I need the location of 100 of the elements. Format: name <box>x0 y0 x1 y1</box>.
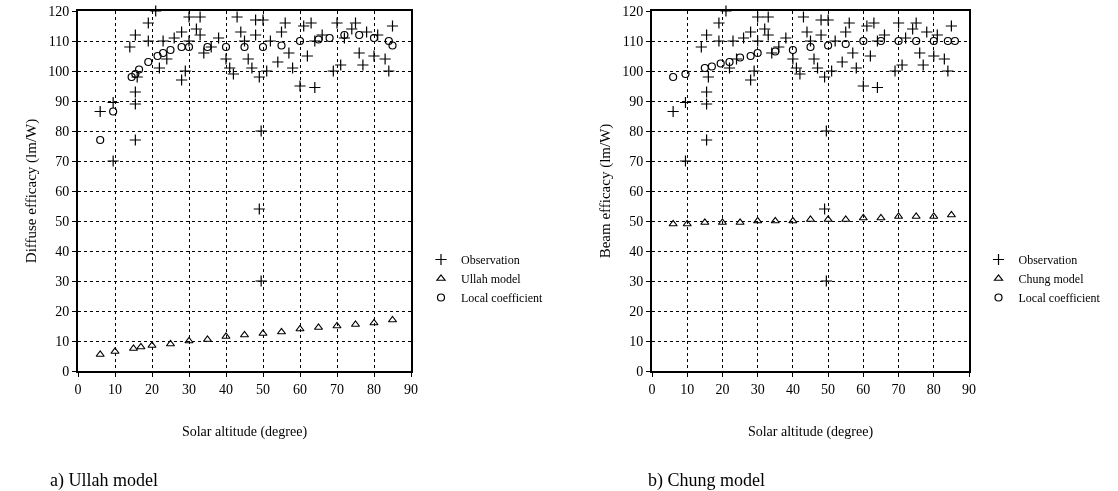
point <box>669 72 678 82</box>
point <box>332 321 342 329</box>
point <box>841 215 851 222</box>
y-tick-label: 30 <box>55 273 70 289</box>
x-tick-label: 30 <box>182 381 196 397</box>
y-tick-label: 20 <box>55 303 70 319</box>
y-tick-label: 90 <box>629 93 644 109</box>
point <box>369 318 379 326</box>
y-tick-label: 80 <box>629 123 644 139</box>
point <box>221 332 231 339</box>
point <box>221 42 231 52</box>
point <box>203 42 212 52</box>
point <box>136 342 146 350</box>
y-tick-label: 10 <box>55 333 70 349</box>
y-tick-label: 60 <box>55 183 70 199</box>
point <box>165 339 176 347</box>
point <box>771 47 780 56</box>
point <box>144 57 153 67</box>
point <box>240 42 249 52</box>
y-tick-label: 10 <box>629 333 644 349</box>
y-tick-label: 50 <box>629 213 644 229</box>
point <box>295 324 305 332</box>
x-tick-label: 50 <box>821 381 836 397</box>
point <box>96 135 105 145</box>
point <box>806 42 815 52</box>
point <box>876 213 886 221</box>
point <box>824 41 833 50</box>
x-axis-title: Solar altitude (degree) <box>747 423 874 440</box>
x-axis-title: Solar altitude (degree) <box>181 423 308 440</box>
point <box>159 48 168 58</box>
point <box>277 41 286 50</box>
point <box>700 63 709 73</box>
x-tick-label: 10 <box>108 381 122 397</box>
x-tick-label: 90 <box>962 381 976 397</box>
y-tick-label: 40 <box>629 243 644 259</box>
point <box>725 57 734 67</box>
point <box>681 69 690 79</box>
point <box>876 36 886 46</box>
point <box>295 36 305 46</box>
point <box>388 41 397 50</box>
point <box>239 330 250 338</box>
x-tick-label: 10 <box>680 381 695 397</box>
point <box>325 33 334 43</box>
x-tick-label: 40 <box>219 381 233 397</box>
point <box>95 350 105 357</box>
y-tick-label: 120 <box>48 3 70 19</box>
legend-label: Chung model <box>1018 272 1085 287</box>
legend-label: Local coefficient <box>460 291 544 306</box>
y-tick-label: 110 <box>622 33 644 49</box>
legend-label: Local coefficient <box>1018 291 1101 306</box>
x-tick-label: 20 <box>145 381 159 397</box>
point <box>258 329 268 336</box>
x-tick-label: 50 <box>256 381 270 397</box>
point <box>788 45 797 55</box>
text: b) Chung model <box>648 470 765 491</box>
point <box>746 51 755 61</box>
legend-label: Observation <box>1018 253 1078 268</box>
point <box>384 36 393 46</box>
point <box>369 33 379 43</box>
point <box>823 215 833 222</box>
point <box>177 42 186 52</box>
point <box>355 30 364 40</box>
y-tick-label: 20 <box>629 303 644 319</box>
y-tick-label: 60 <box>629 183 644 199</box>
point <box>276 327 287 335</box>
y-tick-label: 110 <box>48 33 70 49</box>
y-tick-label: 120 <box>622 3 644 19</box>
text: a) Ullah model <box>50 470 158 491</box>
x-tick-label: 0 <box>74 381 82 397</box>
point <box>788 216 798 224</box>
point <box>946 210 957 218</box>
point <box>258 42 268 52</box>
y-tick-label: 0 <box>636 363 644 379</box>
point <box>153 51 162 61</box>
point <box>340 30 349 40</box>
point <box>387 315 398 323</box>
point <box>753 48 762 58</box>
point <box>859 36 868 46</box>
x-tick-label: 30 <box>750 381 765 397</box>
point <box>110 347 120 354</box>
x-tick-label: 0 <box>648 381 656 397</box>
y-tick-label: 40 <box>55 243 70 259</box>
point <box>700 218 710 225</box>
point <box>770 216 780 224</box>
y-tick-label: 70 <box>55 153 70 169</box>
y-tick-label: 100 <box>622 63 644 79</box>
point <box>929 36 938 46</box>
x-tick-label: 40 <box>785 381 800 397</box>
point <box>894 36 903 46</box>
x-tick-label: 60 <box>856 381 871 397</box>
point <box>314 35 323 44</box>
point <box>134 65 144 74</box>
point <box>912 36 921 46</box>
point <box>682 219 692 227</box>
x-tick-label: 90 <box>404 381 418 397</box>
point <box>668 219 678 227</box>
point <box>147 341 157 348</box>
y-tick-label: 100 <box>48 63 70 79</box>
point <box>166 45 175 55</box>
y-tick-label: 50 <box>55 213 70 229</box>
